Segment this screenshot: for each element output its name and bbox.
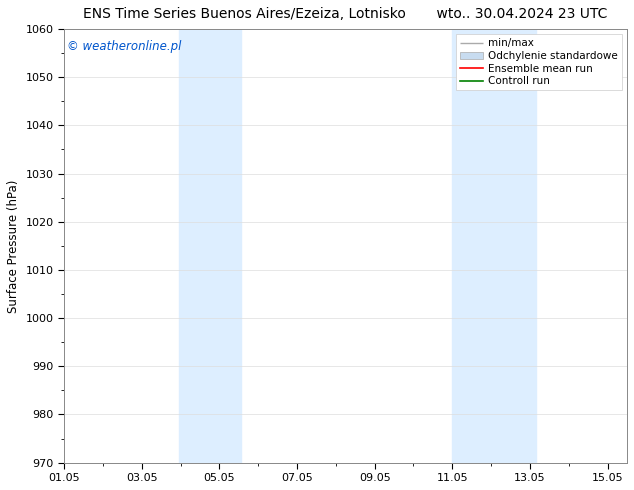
- Bar: [452, 29, 536, 463]
- Text: © weatheronline.pl: © weatheronline.pl: [67, 40, 181, 53]
- Bar: [179, 29, 241, 463]
- Y-axis label: Surface Pressure (hPa): Surface Pressure (hPa): [7, 179, 20, 313]
- Title: ENS Time Series Buenos Aires/Ezeiza, Lotnisko       wto.. 30.04.2024 23 UTC: ENS Time Series Buenos Aires/Ezeiza, Lot…: [83, 7, 608, 21]
- Legend: min/max, Odchylenie standardowe, Ensemble mean run, Controll run: min/max, Odchylenie standardowe, Ensembl…: [456, 34, 622, 91]
